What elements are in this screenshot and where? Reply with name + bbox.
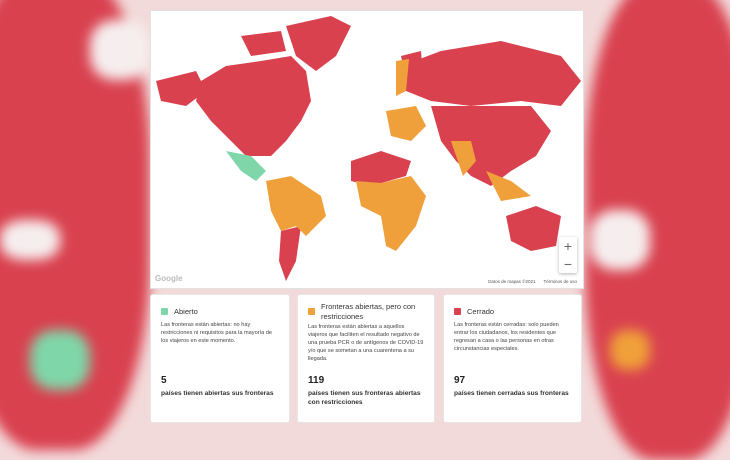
russia xyxy=(401,41,581,106)
australia xyxy=(506,206,561,251)
restricted-swatch xyxy=(308,308,315,315)
card-count: 119 xyxy=(308,375,325,386)
card-description: Las fronteras están cerradas: solo puede… xyxy=(454,322,559,352)
alaska xyxy=(156,71,206,106)
southeast-asia xyxy=(486,171,531,201)
card-count: 97 xyxy=(454,375,466,386)
legend-card-closed: Cerrado Las fronteras están cerradas: so… xyxy=(443,294,582,423)
card-count: 5 xyxy=(161,375,167,386)
africa xyxy=(356,176,426,251)
card-title: Abierto xyxy=(174,307,198,316)
zoom-in-button[interactable]: + xyxy=(563,238,573,254)
map-attribution: Datos de mapas ©2021 Términos de uso xyxy=(478,279,579,284)
google-logo: Google xyxy=(155,274,183,283)
open-swatch xyxy=(161,308,168,315)
europe xyxy=(386,106,426,141)
card-title: Cerrado xyxy=(467,307,495,316)
world-map[interactable]: Google Datos de mapas ©2021 Términos de u… xyxy=(150,10,584,289)
canada-islands xyxy=(241,31,286,56)
south-asia xyxy=(451,141,476,176)
zoom-control: + − xyxy=(559,237,577,273)
south-america xyxy=(266,176,326,236)
greenland xyxy=(286,16,351,71)
card-description: Las fronteras están abiertas: no hay res… xyxy=(161,322,272,344)
north-africa xyxy=(351,151,411,186)
closed-swatch xyxy=(454,308,461,315)
card-count-label: países tienen abiertas sus fronteras xyxy=(161,390,274,397)
card-count-label: países tienen sus fronteras abiertas con… xyxy=(308,390,421,406)
legend-card-restricted: Fronteras abiertas, pero con restriccion… xyxy=(297,294,435,423)
card-title: Fronteras abiertas, pero con restriccion… xyxy=(321,302,416,321)
mexico xyxy=(226,151,266,181)
terms-link[interactable]: Términos de uso xyxy=(543,279,577,284)
south-america-south xyxy=(279,226,301,281)
map-data-credit: Datos de mapas ©2021 xyxy=(488,279,536,284)
scandinavia xyxy=(396,59,409,96)
zoom-out-button[interactable]: − xyxy=(563,256,573,272)
card-description: Las fronteras están abiertas a aquellos … xyxy=(308,324,424,362)
legend-card-open: Abierto Las fronteras están abiertas: no… xyxy=(150,294,290,423)
map-canvas xyxy=(156,16,581,281)
card-count-label: países tienen cerradas sus fronteras xyxy=(454,390,569,397)
north-america xyxy=(196,56,311,156)
